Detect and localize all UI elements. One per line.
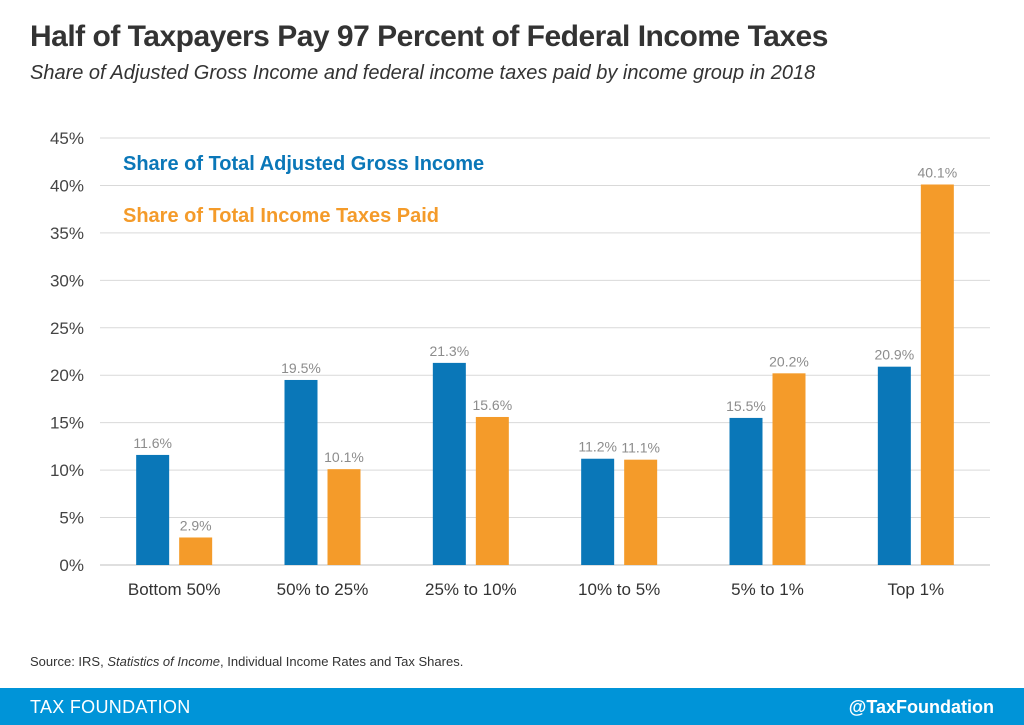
data-label: 11.1% [621, 440, 660, 456]
legend-entry: Share of Total Income Taxes Paid [123, 205, 439, 227]
data-label: 11.6% [133, 435, 172, 451]
y-tick-label: 35% [50, 224, 84, 243]
source-prefix: Source: IRS, [30, 654, 108, 669]
bar-taxes [327, 469, 361, 565]
bar-taxes [179, 537, 213, 565]
x-tick-label: Bottom 50% [128, 580, 221, 599]
bar-taxes [624, 459, 658, 565]
x-tick-label: 25% to 10% [425, 580, 517, 599]
source-title: Statistics of Income [107, 654, 221, 669]
data-label: 20.9% [874, 347, 914, 363]
data-label: 21.3% [429, 343, 469, 359]
chart-subtitle: Share of Adjusted Gross Income and feder… [30, 62, 816, 84]
data-label: 11.2% [578, 439, 617, 455]
bar-agi [136, 454, 170, 565]
y-tick-label: 45% [50, 129, 84, 148]
source-note: Source: IRS, Statistics of Income, Indiv… [30, 654, 463, 669]
bar-agi [581, 458, 615, 565]
bar-taxes [772, 373, 806, 565]
bar-agi [729, 417, 763, 565]
y-tick-label: 0% [59, 556, 84, 575]
data-label: 10.1% [324, 449, 364, 465]
y-tick-label: 40% [50, 176, 84, 195]
bar-agi [877, 366, 911, 565]
x-tick-label: 5% to 1% [731, 580, 804, 599]
y-tick-label: 25% [50, 319, 84, 338]
x-tick-label: 50% to 25% [277, 580, 369, 599]
bar-taxes [920, 184, 954, 566]
legend-entry: Share of Total Adjusted Gross Income [123, 153, 484, 175]
data-label: 2.9% [180, 517, 212, 533]
data-label: 15.6% [472, 397, 512, 413]
y-tick-label: 10% [50, 461, 84, 480]
bar-agi [284, 379, 318, 565]
y-tick-label: 5% [59, 509, 84, 528]
data-label: 40.1% [917, 164, 957, 180]
chart-title: Half of Taxpayers Pay 97 Percent of Fede… [30, 20, 828, 53]
x-tick-label: Top 1% [887, 580, 944, 599]
data-label: 20.2% [769, 353, 809, 369]
y-tick-label: 15% [50, 414, 84, 433]
y-tick-label: 30% [50, 271, 84, 290]
bar-agi [432, 362, 466, 565]
source-suffix: , Individual Income Rates and Tax Shares… [220, 654, 464, 669]
bar-taxes [475, 416, 509, 565]
x-tick-label: 10% to 5% [578, 580, 660, 599]
bar-chart: 0% 5% 10% 15% 20% 25% 30% 35% 40% 45% 11.6% 2.9% Bot… [50, 129, 990, 599]
data-label: 15.5% [726, 398, 766, 414]
footer-brand: TAX FOUNDATION [30, 697, 191, 717]
data-label: 19.5% [281, 360, 321, 376]
footer-handle: @TaxFoundation [848, 697, 994, 717]
y-tick-label: 20% [50, 366, 84, 385]
footer-bar: TAX FOUNDATION @TaxFoundation [0, 688, 1024, 725]
